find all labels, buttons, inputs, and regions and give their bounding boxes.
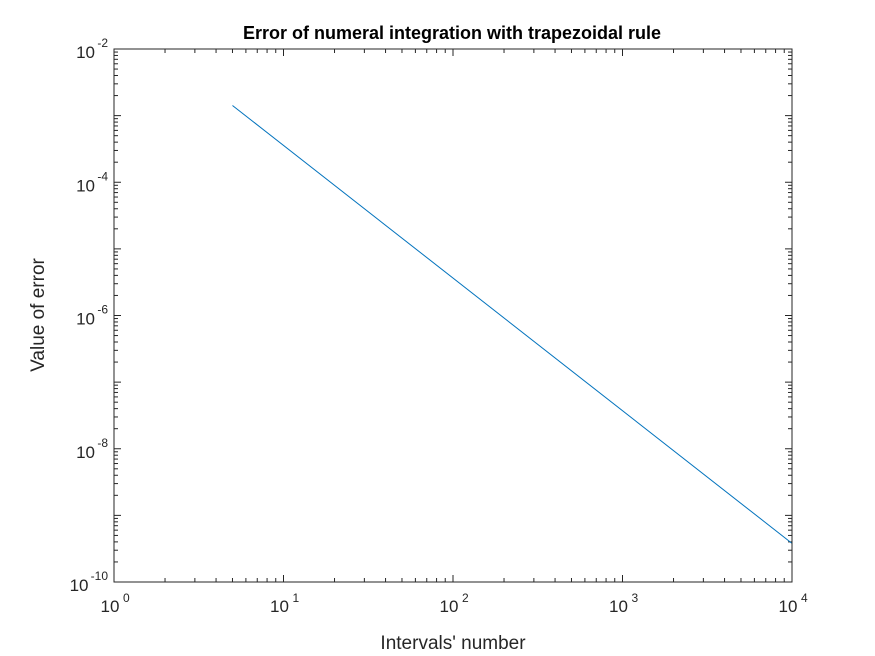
x-axis-label: Intervals' number [380, 633, 526, 654]
y-tick-exponent: -4 [97, 169, 108, 183]
series-layer [232, 105, 793, 544]
x-tick-label: 10 [101, 597, 120, 616]
y-tick-label: 10 [76, 310, 95, 329]
x-tick-label: 10 [609, 597, 628, 616]
y-tick-label: 10 [76, 176, 95, 195]
x-tick-label: 10 [779, 597, 798, 616]
x-tick-exponent: 0 [123, 591, 130, 605]
y-tick-exponent: -8 [97, 436, 108, 450]
y-axis-label: Value of error [28, 257, 49, 371]
x-tick-exponent: 3 [632, 591, 639, 605]
error-series-line [232, 105, 793, 544]
x-tick-exponent: 1 [293, 591, 300, 605]
y-tick-label: 10 [76, 43, 95, 62]
plot-frame [113, 48, 793, 583]
x-tick-label: 10 [270, 597, 289, 616]
chart-title: Error of numeral integration with trapez… [243, 23, 661, 43]
x-tick-label: 10 [440, 597, 459, 616]
x-tick-exponent: 4 [801, 591, 808, 605]
y-tick-exponent: -10 [91, 569, 109, 583]
x-tick-exponent: 2 [462, 591, 469, 605]
y-tick-label: 10 [70, 576, 89, 595]
plot-area [114, 49, 792, 582]
y-tick-exponent: -2 [97, 36, 108, 50]
y-tick-label: 10 [76, 443, 95, 462]
x-tick-labels: 10 0 10 1 10 2 10 3 10 4 [101, 591, 808, 616]
y-tick-exponent: -6 [97, 303, 108, 317]
